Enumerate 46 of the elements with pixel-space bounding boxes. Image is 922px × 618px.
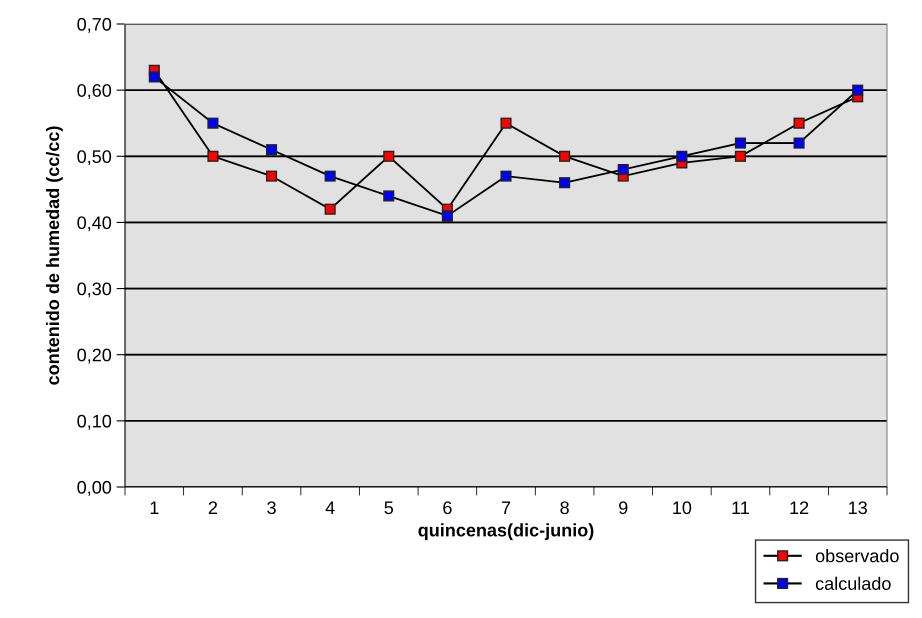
point [442,210,453,222]
y-tick-label: 0,50 [77,150,112,166]
y-tick-label: 0,60 [77,84,112,99]
x-tick-label: 11 [732,502,749,514]
point [852,84,864,96]
x-tick-label: 1 [150,502,158,514]
point [500,170,512,182]
point [148,71,160,82]
point [383,150,394,162]
point [559,150,570,162]
point [324,170,336,182]
x-axis-title: quincenas(dic-junio) [418,523,594,540]
legend-label: calculado [816,576,891,590]
legend-label: observado [816,549,899,562]
point [676,150,688,162]
point [207,118,218,129]
y-axis-title: contenido de humedad (cc/cc) [46,126,63,385]
x-tick-label: 7 [502,502,510,514]
point [734,150,746,162]
x-tick-label: 9 [619,501,628,514]
x-tick-label: 2 [208,501,218,514]
y-tick-label: 0,10 [77,414,112,430]
point [734,138,746,149]
point [794,118,805,129]
x-tick-label: 12 [790,501,808,514]
point [618,164,629,176]
y-tick-label: 0,20 [77,348,112,364]
point [559,177,570,188]
x-tick-label: 4 [326,502,335,514]
point [794,138,805,149]
x-tick-label: 5 [384,502,394,514]
point [324,204,336,215]
point [266,170,278,182]
y-tick-label: 0,00 [77,480,112,496]
y-tick-label: 0,30 [77,282,112,298]
x-tick-label: 8 [560,501,569,514]
point [383,190,394,202]
x-tick-label: 13 [849,501,867,514]
x-tick-label: 6 [443,501,452,514]
x-tick-label: 10 [673,501,692,514]
point [207,150,218,162]
y-tick-label: 0,40 [77,216,112,232]
point [500,118,512,129]
point [266,144,278,156]
x-tick-label: 3 [267,501,276,514]
y-tick-label: 0,70 [77,18,112,33]
